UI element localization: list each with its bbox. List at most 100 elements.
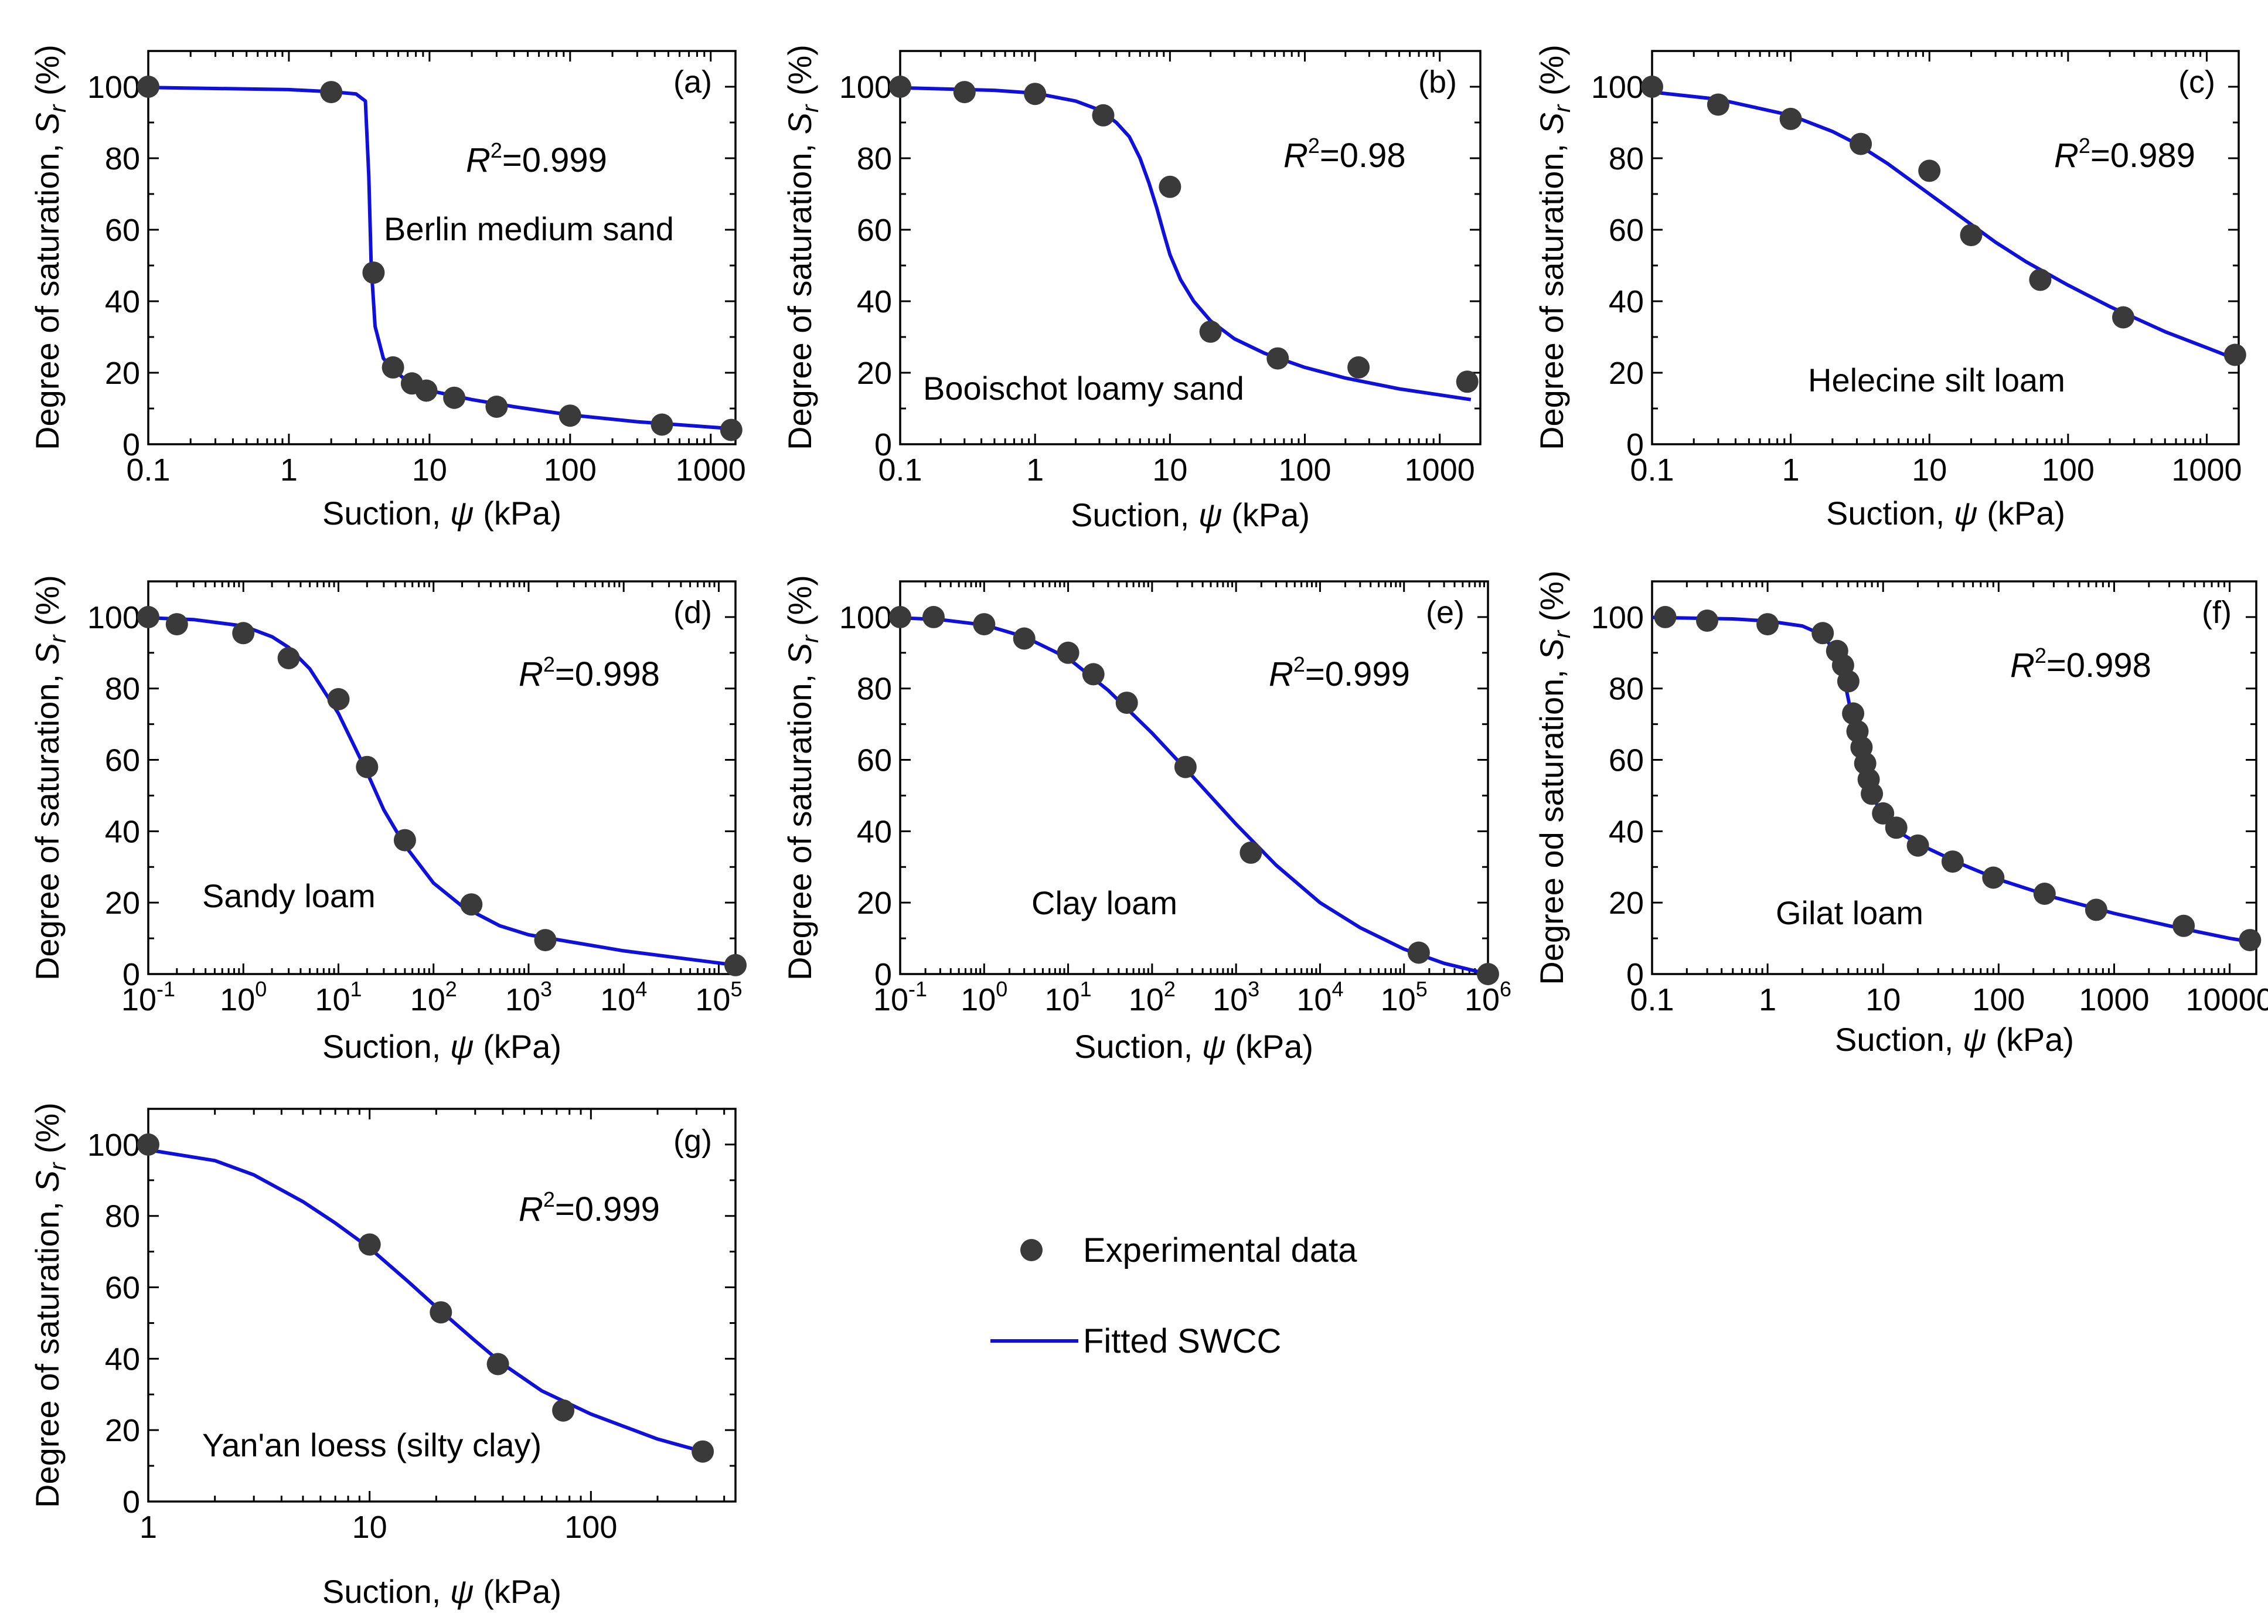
legend-point-marker — [1020, 1239, 1043, 1261]
data-point — [953, 81, 976, 104]
data-point — [1641, 76, 1663, 98]
data-point — [2239, 929, 2262, 952]
data-point — [1082, 663, 1105, 686]
data-point — [1861, 782, 1884, 805]
x-tick-label: 1000 — [676, 452, 746, 488]
fitted-swcc-curve — [148, 616, 735, 967]
panel-label: (e) — [1426, 595, 1465, 630]
legend-fitted-label: Fitted SWCC — [1083, 1322, 1281, 1360]
data-point — [1266, 347, 1289, 370]
y-axis-title: Degree of saturation, Sr (%) — [29, 575, 71, 980]
data-point — [552, 1399, 575, 1422]
x-tick-label: 103 — [1213, 977, 1259, 1017]
fitted-swcc-curve — [900, 616, 1488, 974]
x-tick-label: 100 — [2042, 452, 2095, 488]
data-point — [651, 413, 673, 436]
y-tick-label: 100 — [87, 70, 140, 105]
x-tick-label: 10 — [1865, 982, 1901, 1017]
data-point — [485, 396, 508, 418]
y-tick-label: 0 — [874, 427, 892, 462]
y-tick-label: 100 — [839, 600, 892, 635]
points-layer — [889, 605, 1499, 985]
data-point — [1779, 107, 1802, 130]
y-tick-label: 60 — [1609, 213, 1644, 248]
data-point — [137, 1133, 159, 1156]
y-tick-label: 60 — [105, 213, 140, 248]
data-point — [1092, 104, 1115, 127]
y-tick-label: 60 — [1609, 743, 1644, 778]
data-point — [2029, 268, 2052, 291]
y-tick-label: 60 — [857, 743, 892, 778]
curve-layer — [900, 616, 1488, 974]
x-tick-label: 101 — [1045, 977, 1092, 1017]
axis-ticks: 1 10 100 0 20 40 60 80 100 — [87, 1109, 735, 1545]
y-tick-label: 0 — [122, 1485, 140, 1520]
y-tick-label: 100 — [87, 600, 140, 635]
x-tick-label: 10000 — [2185, 982, 2268, 1017]
x-tick-label: 0.1 — [126, 452, 170, 488]
data-point — [1960, 224, 1983, 247]
data-point — [358, 1233, 381, 1256]
axis-ticks: 0.1 1 10 100 1000 0 20 40 60 80 100 — [839, 51, 1480, 488]
data-point — [1057, 641, 1079, 664]
panel-label: (f) — [2202, 595, 2232, 630]
r-squared: R2=0.999 — [519, 1187, 660, 1228]
x-tick-label: 100 — [544, 452, 597, 488]
y-tick-label: 40 — [105, 1342, 140, 1377]
y-tick-label: 60 — [105, 743, 140, 778]
data-point — [137, 76, 159, 98]
x-tick-label: 10 — [412, 452, 447, 488]
data-point — [1885, 816, 1908, 839]
y-tick-label: 80 — [857, 672, 892, 707]
soil-name: Yan'an loess (silty clay) — [202, 1426, 542, 1463]
curve-layer — [1652, 615, 2256, 945]
data-point — [2033, 883, 2056, 905]
y-tick-label: 40 — [857, 814, 892, 849]
data-point — [1407, 941, 1430, 964]
y-tick-label: 20 — [105, 356, 140, 391]
data-point — [973, 613, 996, 636]
y-axis-title: Degree of saturation, Sr (%) — [29, 1102, 71, 1508]
x-tick-label: 101 — [315, 977, 362, 1017]
r-squared: R2=0.999 — [1269, 652, 1410, 693]
x-axis-title: Suction, ψ (kPa) — [1074, 1028, 1313, 1065]
x-tick-label: 1 — [1026, 452, 1044, 488]
y-tick-label: 20 — [105, 886, 140, 921]
plot-frame — [899, 580, 1489, 975]
x-tick-label: 1 — [1782, 452, 1800, 488]
plot-frame — [147, 1108, 737, 1503]
plot-frame — [1651, 580, 2257, 975]
y-tick-label: 80 — [105, 672, 140, 707]
y-tick-label: 60 — [857, 213, 892, 248]
data-point — [1918, 159, 1941, 182]
legend: Experimental data Fitted SWCC — [990, 1231, 1357, 1360]
x-axis-title: Suction, ψ (kPa) — [322, 495, 561, 532]
data-point — [1756, 613, 1779, 636]
data-point — [889, 76, 911, 98]
fitted-swcc-curve — [1652, 90, 2239, 362]
x-tick-label: 0.1 — [878, 452, 922, 488]
panel-b: 0.1 1 10 100 1000 0 20 40 60 80 100 (b) R2=0.98 Bo… — [781, 45, 1482, 533]
data-point — [1115, 692, 1138, 714]
y-tick-label: 100 — [87, 1128, 140, 1163]
data-point — [534, 929, 557, 952]
points-layer — [137, 605, 747, 976]
data-point — [1906, 834, 1929, 857]
y-tick-label: 40 — [105, 284, 140, 319]
data-point — [1811, 622, 1834, 645]
y-tick-label: 0 — [874, 957, 892, 992]
data-point — [1850, 132, 1872, 155]
soil-name: Helecine silt loam — [1808, 362, 2065, 399]
plot-frame — [1651, 50, 2240, 445]
curve-layer — [148, 86, 735, 431]
y-tick-label: 40 — [1609, 284, 1644, 319]
data-point — [1239, 841, 1262, 864]
x-tick-label: 10 — [1152, 452, 1187, 488]
panel-d: 10-1 100 101 102 103 104 105 0 20 40 60 80 100 (d) R… — [29, 575, 747, 1065]
data-point — [277, 647, 300, 669]
x-tick-label: 105 — [695, 977, 742, 1017]
soil-name: Gilat loam — [1776, 894, 1923, 931]
x-tick-label: 100 — [220, 977, 267, 1017]
plot-frame — [899, 50, 1482, 445]
x-tick-label: 103 — [505, 977, 552, 1017]
